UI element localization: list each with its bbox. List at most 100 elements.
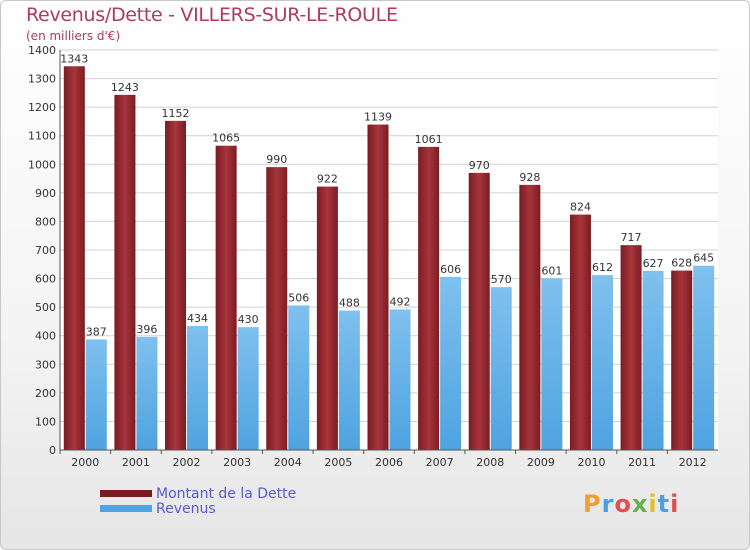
y-tick-label: 600 [35, 273, 56, 286]
y-tick-label: 900 [35, 187, 56, 200]
logo-letter: i [670, 490, 680, 518]
y-tick-label: 800 [35, 215, 56, 228]
chart-subtitle: (en milliers d'€) [26, 29, 121, 43]
bar-debt [367, 124, 389, 451]
data-label-debt: 717 [621, 231, 642, 244]
logo-letter: o [614, 490, 632, 518]
x-tick-label: 2004 [274, 456, 302, 469]
data-label-debt: 1139 [364, 111, 392, 124]
legend-label-revenue: Revenus [156, 500, 216, 517]
x-tick-label: 2003 [223, 456, 251, 469]
axes: 0 100 200 300 400 500 600 700 800 900 1000 1100 1200… [28, 44, 718, 469]
y-tick-label: 100 [35, 415, 56, 428]
bar-debt [620, 245, 642, 450]
y-tick-label: 1300 [28, 73, 56, 86]
x-tick-label: 2000 [71, 456, 99, 469]
proxiti-logo: Proxiti [583, 490, 679, 518]
y-tick-label: 700 [35, 244, 56, 257]
y-tick-label: 200 [35, 387, 56, 400]
bar-debt [266, 167, 288, 450]
logo-letter: P [583, 490, 602, 518]
x-tick-label: 2001 [122, 456, 150, 469]
bar-revenue [642, 270, 664, 450]
legend-item-revenue: Revenus [100, 500, 296, 517]
y-tick-label: 1100 [28, 130, 56, 143]
bar-revenue [440, 276, 462, 450]
bar-debt [63, 66, 85, 451]
logo-letter: t [657, 490, 671, 518]
bar-revenue [591, 275, 613, 450]
x-tick-label: 2010 [577, 456, 605, 469]
y-tick-label: 300 [35, 358, 56, 371]
bar-debt [569, 214, 591, 450]
bar-debt [468, 172, 490, 450]
data-label-debt: 928 [519, 171, 540, 184]
data-label-revenue: 645 [693, 252, 714, 265]
bars [63, 66, 715, 451]
data-label-debt: 628 [671, 257, 692, 270]
bar-revenue [490, 287, 512, 450]
data-labels: 1343 387 1243 396 1152 434 1065 430 990 506 922 488… [60, 52, 714, 338]
chart-title: Revenus/Dette - VILLERS-SUR-LE-ROULE [26, 4, 398, 26]
data-label-debt: 1152 [162, 107, 190, 120]
bar-revenue [338, 310, 360, 450]
data-label-revenue: 627 [643, 257, 664, 270]
y-tick-label: 500 [35, 301, 56, 314]
logo-letter: x [631, 490, 649, 518]
bar-debt [418, 146, 440, 450]
bar-debt [671, 270, 693, 450]
x-tick-label: 2006 [375, 456, 403, 469]
bar-revenue [85, 339, 107, 450]
bar-revenue [541, 278, 563, 450]
bar-revenue [389, 309, 411, 450]
x-tick-label: 2007 [426, 456, 454, 469]
bar-debt [114, 94, 136, 450]
bar-debt [316, 186, 338, 451]
legend: Montant de la Dette Revenus [100, 485, 297, 517]
logo-letter: i [648, 490, 658, 518]
data-label-revenue: 612 [592, 261, 613, 274]
data-label-revenue: 387 [86, 325, 107, 338]
data-label-revenue: 570 [491, 273, 512, 286]
bar-revenue [693, 265, 715, 450]
y-tick-label: 1000 [28, 158, 56, 171]
legend-label-debt: Montant de la Dette [156, 485, 297, 502]
data-label-revenue: 430 [238, 313, 259, 326]
y-tick-label: 400 [35, 330, 56, 343]
logo-letter: r [601, 490, 615, 518]
legend-swatch-revenue [100, 505, 152, 512]
y-tick-label: 0 [49, 444, 56, 457]
y-tick-label: 1200 [28, 101, 56, 114]
data-label-debt: 1243 [111, 81, 139, 94]
data-label-revenue: 488 [339, 297, 360, 310]
legend-swatch-debt [100, 490, 152, 497]
data-label-debt: 824 [570, 201, 591, 214]
data-label-revenue: 434 [187, 312, 208, 325]
x-tick-label: 2012 [679, 456, 707, 469]
data-label-revenue: 606 [440, 263, 461, 276]
bar-revenue [288, 305, 310, 450]
bar-debt [215, 145, 237, 450]
data-label-debt: 990 [266, 153, 287, 166]
data-label-debt: 1065 [212, 132, 240, 145]
data-label-debt: 1343 [60, 52, 88, 65]
data-label-debt: 1061 [415, 133, 443, 146]
data-label-debt: 970 [469, 159, 490, 172]
data-label-revenue: 506 [288, 291, 309, 304]
data-label-debt: 922 [317, 173, 338, 186]
x-tick-label: 2008 [476, 456, 504, 469]
x-tick-label: 2009 [527, 456, 555, 469]
data-label-revenue: 492 [390, 295, 411, 308]
bar-revenue [136, 336, 158, 450]
x-tick-label: 2005 [324, 456, 352, 469]
x-tick-label: 2011 [628, 456, 656, 469]
y-tick-label: 1400 [28, 44, 56, 57]
data-label-revenue: 601 [541, 264, 562, 277]
bar-debt [165, 120, 187, 450]
bar-revenue [187, 326, 209, 450]
legend-item-debt: Montant de la Dette [100, 485, 297, 502]
data-label-revenue: 396 [136, 323, 157, 336]
x-tick-label: 2002 [173, 456, 201, 469]
bar-revenue [237, 327, 259, 450]
